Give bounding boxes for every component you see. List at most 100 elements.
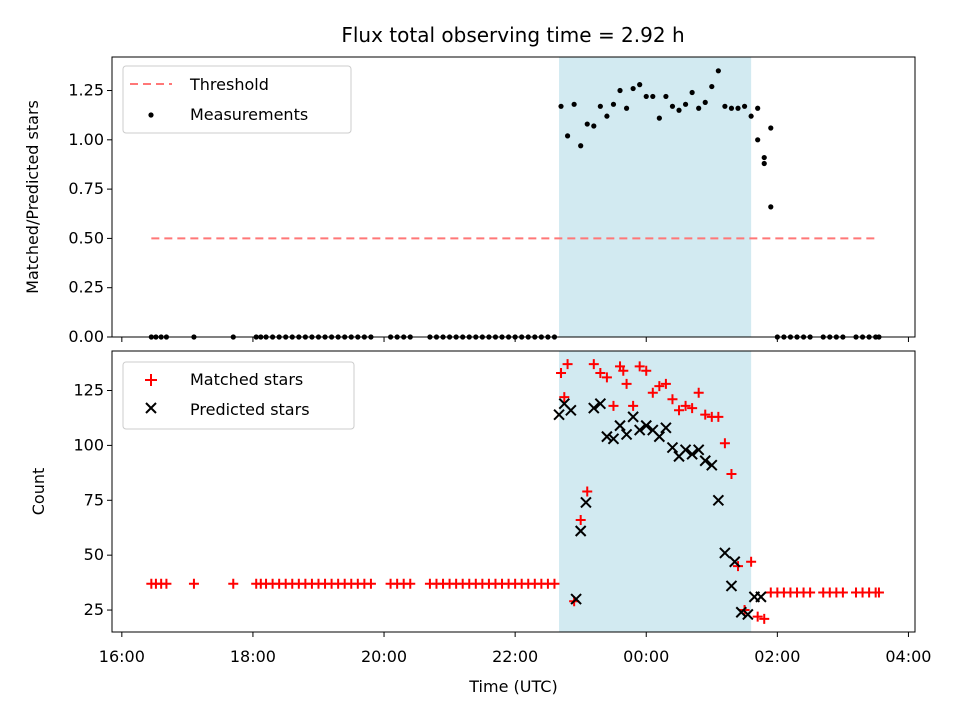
measurement-point	[722, 103, 728, 109]
matched-star-point	[647, 387, 658, 398]
matched-star-point	[680, 400, 691, 411]
count-x-axis: 16:00 18:00 20:00 22:00 00:00 02:00 04:00	[99, 632, 931, 666]
measurement-point	[643, 93, 649, 100]
matched-star-point	[667, 394, 678, 405]
measurement-point	[682, 101, 689, 107]
measurement-point	[630, 85, 636, 92]
measurement-point	[748, 113, 754, 119]
ratio-y-tick-label: 0.50	[68, 228, 104, 247]
matched-star-point	[752, 611, 763, 622]
x-tick-label: 04:00	[885, 647, 931, 666]
matched-star-point	[700, 409, 711, 420]
measurement-point	[741, 103, 748, 109]
predicted-star-points	[553, 397, 767, 621]
matched-star-point	[674, 405, 685, 416]
predicted-star-point	[588, 402, 600, 414]
count-panel-frame	[111, 350, 916, 633]
ratio-y-tick-label: 1.25	[68, 81, 104, 100]
matched-star-point	[161, 578, 172, 589]
count-y-tick-label: 75	[84, 490, 104, 509]
predicted-star-point	[725, 580, 738, 592]
measurement-point	[597, 103, 603, 109]
predicted-star-point	[712, 494, 725, 506]
measurement-point	[571, 101, 577, 107]
predicted-star-point	[735, 606, 747, 618]
count-y-tick-label: 50	[84, 545, 104, 564]
matched-star-point	[575, 515, 586, 526]
predicted-star-point	[640, 419, 652, 432]
x-tick-label: 16:00	[99, 647, 145, 666]
measurement-point	[623, 105, 630, 111]
legend-predicted-swatch	[145, 402, 157, 414]
matched-star-point	[687, 403, 698, 414]
measurement-point	[617, 87, 623, 94]
measurement-points	[148, 68, 882, 340]
legend-matched-label: Matched stars	[190, 370, 303, 389]
observing-window-shade-top	[559, 57, 752, 337]
count-y-axis: 25 50 75 100 125	[73, 381, 112, 619]
ratio-y-axis: 0.00 0.25 0.50 0.75 1.00 1.25	[68, 81, 112, 346]
measurement-point	[564, 133, 571, 139]
measurement-point	[676, 107, 682, 113]
predicted-star-point	[565, 404, 577, 416]
measurement-point	[689, 89, 695, 96]
measurement-point	[656, 115, 662, 121]
matched-star-point	[562, 359, 573, 370]
measurement-point	[591, 123, 597, 129]
matched-star-point	[549, 578, 560, 589]
ratio-legend-box	[122, 65, 352, 134]
predicted-star-point	[719, 547, 731, 559]
legend-measurements-swatch	[148, 112, 154, 118]
predicted-star-point	[553, 408, 565, 421]
x-tick-label: 02:00	[754, 647, 800, 666]
matched-star-point	[719, 438, 730, 449]
matched-star-point	[365, 578, 376, 589]
matched-star-point	[641, 365, 652, 376]
predicted-star-point	[614, 419, 626, 432]
matched-star-point	[805, 587, 816, 598]
measurement-point	[761, 160, 767, 167]
measurement-point	[696, 105, 702, 111]
predicted-star-point	[742, 608, 754, 621]
measurement-point	[650, 93, 656, 100]
matched-star-point	[634, 361, 645, 372]
legend-predicted-label: Predicted stars	[190, 400, 310, 419]
count-y-label: Count	[29, 468, 48, 516]
ratio-y-tick-label: 1.00	[68, 130, 104, 149]
predicted-star-point	[699, 455, 711, 467]
ratio-y-tick-label: 0.00	[68, 327, 104, 346]
measurement-point	[604, 113, 610, 119]
measurement-point	[610, 101, 617, 107]
legend-threshold-label: Threshold	[189, 75, 269, 94]
measurement-point	[761, 154, 767, 161]
measurement-point	[768, 125, 774, 131]
predicted-star-point	[620, 428, 633, 441]
x-tick-label: 22:00	[492, 647, 538, 666]
matched-star-point	[559, 392, 570, 403]
predicted-star-point	[633, 424, 646, 436]
ratio-y-tick-label: 0.75	[68, 179, 104, 198]
measurement-point	[715, 68, 721, 74]
predicted-star-point	[627, 411, 639, 423]
measurement-point	[755, 105, 761, 111]
x-axis-label: Time (UTC)	[468, 677, 557, 696]
predicted-star-point	[653, 430, 666, 443]
matched-star-point	[188, 578, 199, 589]
matched-star-point	[746, 556, 757, 567]
chart-title: Flux total observing time = 2.92 h	[341, 23, 684, 47]
predicted-star-point	[686, 448, 698, 460]
count-y-tick-label: 25	[84, 600, 104, 619]
measurement-point	[637, 82, 643, 88]
x-tick-label: 20:00	[361, 647, 407, 666]
ratio-panel: 0.00 0.25 0.50 0.75 1.00 1.25 Matched/Predict…	[23, 56, 916, 346]
measurement-point	[578, 143, 584, 149]
matched-star-point	[588, 359, 599, 370]
ratio-y-label: Matched/Predicted stars	[23, 100, 42, 294]
matched-star-point	[595, 367, 606, 378]
predicted-star-point	[706, 459, 718, 471]
measurement-point	[728, 105, 735, 111]
predicted-star-point	[594, 397, 607, 410]
matched-star-point	[608, 400, 619, 411]
count-y-tick-label: 100	[73, 435, 104, 454]
matched-star-point	[618, 365, 629, 376]
